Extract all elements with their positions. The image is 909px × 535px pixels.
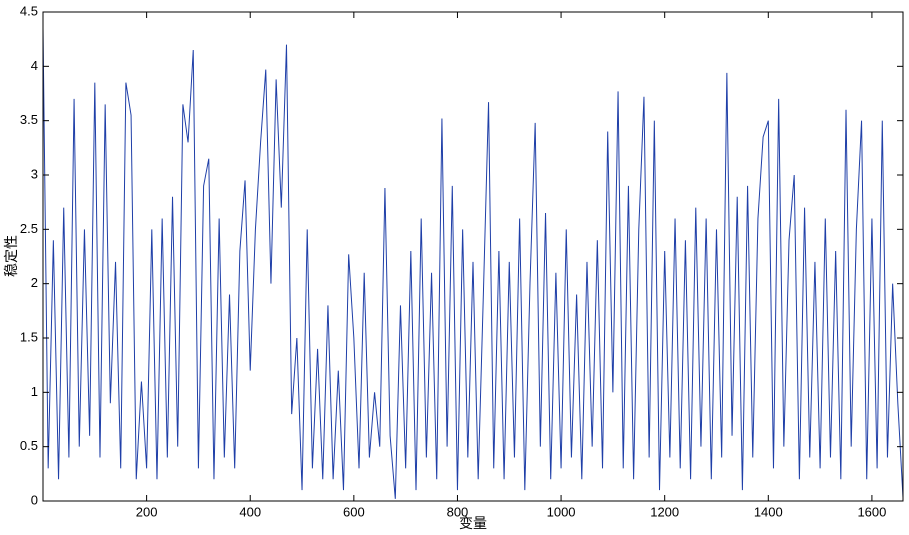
x-tick-label: 1200: [650, 504, 679, 519]
y-tick-label: 2: [31, 275, 38, 290]
plot-frame: [42, 11, 904, 502]
x-axis-label: 变量: [459, 516, 487, 532]
y-tick-label: 0.5: [20, 438, 38, 453]
y-tick-label: 3: [31, 166, 38, 181]
x-tick-label: 1400: [754, 504, 783, 519]
x-tick-label: 200: [136, 504, 158, 519]
y-tick-label: 0: [31, 492, 38, 507]
y-tick-label: 2.5: [20, 221, 38, 236]
y-axis-label: 稳定性: [4, 235, 20, 277]
y-tick-label: 1: [31, 384, 38, 399]
x-tick-label: 600: [343, 504, 365, 519]
x-tick-label: 800: [447, 504, 469, 519]
x-tick-label: 1000: [547, 504, 576, 519]
x-tick-label: 400: [239, 504, 261, 519]
y-tick-label: 4.5: [20, 3, 38, 18]
y-tick-label: 1.5: [20, 329, 38, 344]
y-tick-label: 4: [31, 58, 38, 73]
data-line: [42, 28, 904, 499]
y-tick-label: 3.5: [20, 112, 38, 127]
x-tick-label: 1600: [857, 504, 886, 519]
